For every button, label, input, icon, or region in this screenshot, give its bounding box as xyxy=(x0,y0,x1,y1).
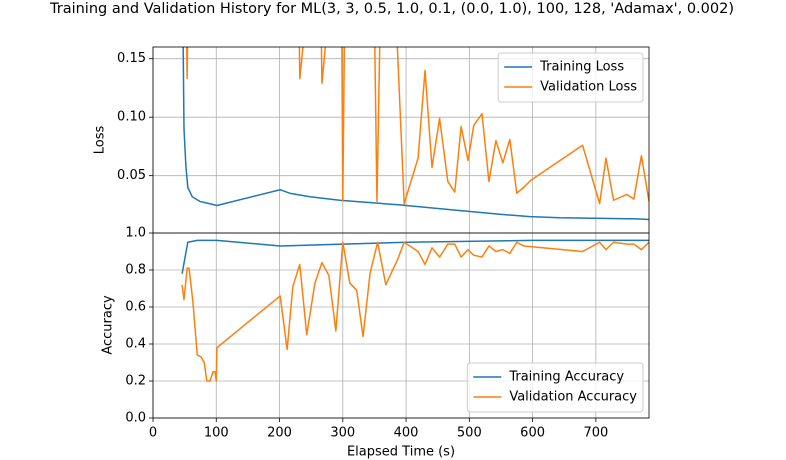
series-line xyxy=(186,47,649,205)
y-tick-label: 0.0 xyxy=(125,411,146,426)
series-line xyxy=(181,239,649,274)
y-tick-label: 0.8 xyxy=(125,263,146,278)
y-tick-label: 0.6 xyxy=(125,300,146,315)
plot-area xyxy=(181,239,649,382)
x-tick-label: 0 xyxy=(149,426,157,441)
y-axis-label: Accuracy xyxy=(101,295,116,355)
y-tick-label: 1.0 xyxy=(125,226,146,241)
legend-box xyxy=(497,52,644,103)
legend-label: Validation Accuracy xyxy=(509,390,637,405)
x-axis-label: Elapsed Time (s) xyxy=(347,445,455,460)
legend-label: Training Loss xyxy=(539,60,624,75)
x-tick-label: 200 xyxy=(267,426,292,441)
legend-label: Validation Loss xyxy=(540,80,637,95)
plot-area xyxy=(182,47,649,221)
x-tick-label: 400 xyxy=(394,426,419,441)
series-line xyxy=(182,47,649,221)
legend: Training Accuracy Validation Accuracy xyxy=(466,362,644,413)
y-tick-label: 0.2 xyxy=(125,374,146,389)
x-tick-label: 100 xyxy=(204,426,229,441)
x-tick-label: 600 xyxy=(520,426,545,441)
y-tick-label: 0.4 xyxy=(125,337,146,352)
legend-label: Training Accuracy xyxy=(508,370,624,385)
y-tick-label: 0.15 xyxy=(117,51,146,66)
y-tick-label: 0.05 xyxy=(117,168,146,183)
x-tick-label: 300 xyxy=(330,426,355,441)
x-tick-label: 500 xyxy=(457,426,482,441)
series-line xyxy=(181,241,649,382)
y-tick-label: 0.10 xyxy=(117,110,146,125)
legend-box xyxy=(466,362,644,413)
chart-title: Training and Validation History for ML(3… xyxy=(49,1,734,17)
legend: Training Loss Validation Loss xyxy=(497,52,644,103)
y-axis-label: Loss xyxy=(93,126,108,155)
x-tick-label: 700 xyxy=(583,426,608,441)
axes-frame xyxy=(152,232,650,419)
